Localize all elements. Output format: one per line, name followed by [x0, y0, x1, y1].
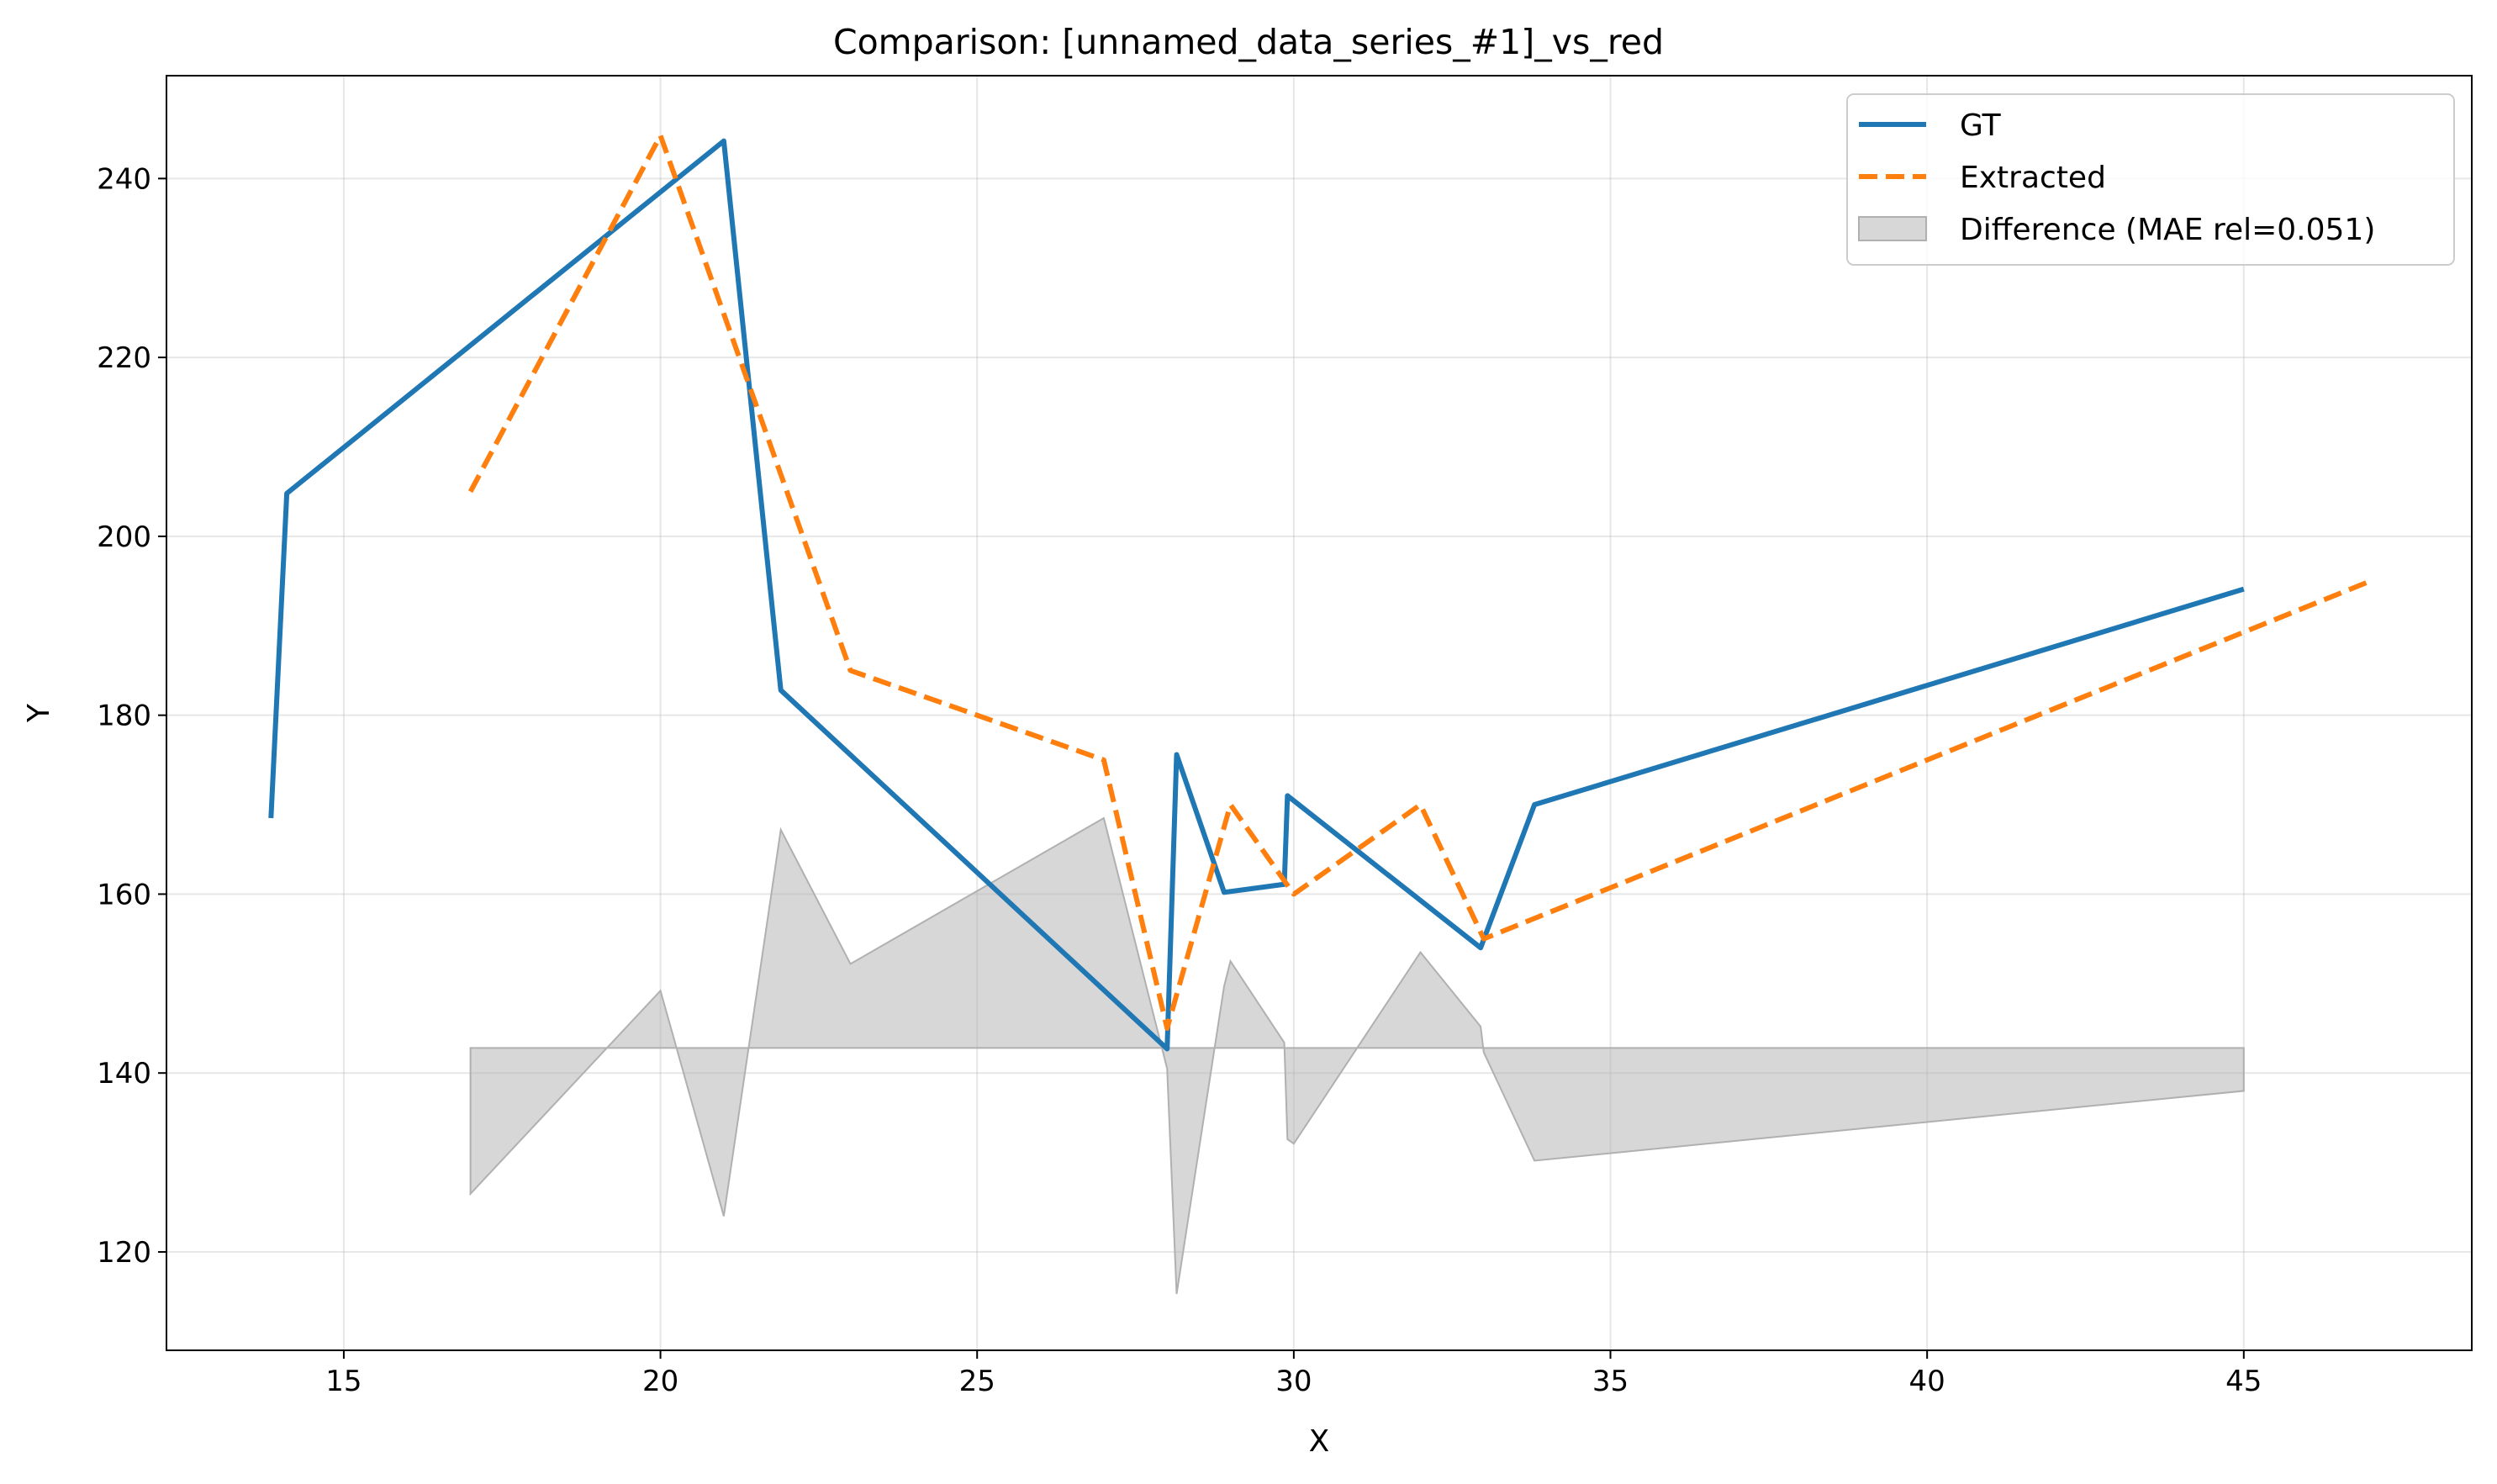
legend: GT Extracted Difference (MAE rel=0.051) [1846, 93, 2455, 266]
x-axis-label: X [1309, 1424, 1330, 1459]
y-tick-label: 160 [97, 878, 151, 911]
axis-ticks: 15 20 25 30 35 40 45 120 140 160 180 200 220 240 [97, 162, 2262, 1398]
y-tick-label: 140 [97, 1057, 151, 1091]
y-tick-label: 240 [97, 162, 151, 196]
legend-box [1846, 93, 2455, 266]
grid [166, 76, 2472, 1350]
y-tick-label: 120 [97, 1236, 151, 1270]
extracted-line [467, 133, 2372, 1032]
x-tick-label: 15 [325, 1365, 362, 1398]
y-tick-label: 180 [97, 700, 151, 733]
x-tick-label: 30 [1275, 1365, 1312, 1398]
x-tick-label: 20 [642, 1365, 678, 1398]
legend-difference-label: Difference (MAE rel=0.051) [1960, 213, 2375, 247]
gt-line [268, 138, 2245, 1052]
y-axis-label: Y [22, 703, 56, 723]
line-series [268, 133, 2372, 1052]
chart-title: Comparison: [unnamed_data_series_#1]_vs_… [833, 22, 1664, 62]
y-tick-label: 220 [97, 341, 151, 375]
x-tick-label: 40 [1909, 1365, 1945, 1398]
legend-extracted-label: Extracted [1960, 161, 2106, 195]
legend-gt-label: GT [1960, 108, 2002, 143]
difference-area [469, 816, 2245, 1295]
x-tick-label: 35 [1592, 1365, 1629, 1398]
x-tick-label: 25 [959, 1365, 995, 1398]
x-tick-label: 45 [2225, 1365, 2262, 1398]
legend-difference-swatch [1858, 216, 1927, 241]
difference-series [469, 816, 2245, 1295]
plot-frame [166, 75, 2473, 1351]
y-tick-label: 200 [97, 520, 151, 554]
